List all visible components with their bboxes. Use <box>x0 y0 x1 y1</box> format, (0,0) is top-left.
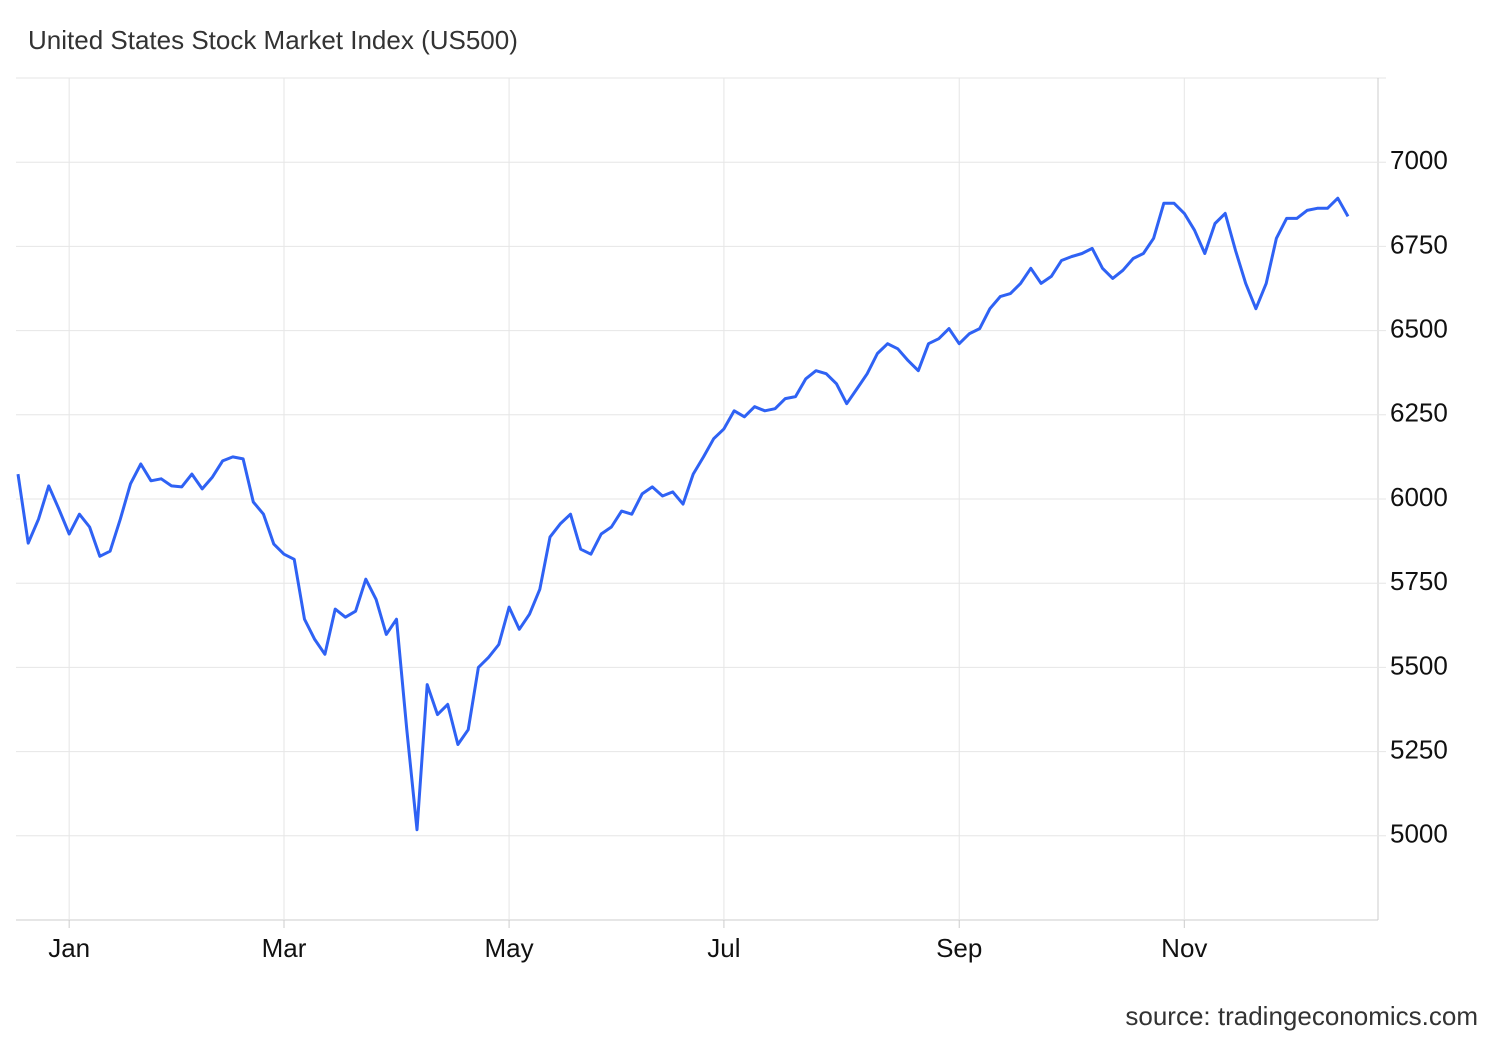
y-tick-label: 5250 <box>1390 734 1448 764</box>
y-tick-label: 7000 <box>1390 145 1448 175</box>
x-tick-label: May <box>485 933 534 963</box>
x-tick-label: Nov <box>1161 933 1207 963</box>
y-tick-label: 6750 <box>1390 229 1448 259</box>
y-tick-label: 5500 <box>1390 650 1448 680</box>
y-tick-label: 6250 <box>1390 398 1448 428</box>
x-tick-label: Sep <box>936 933 982 963</box>
x-tick-label: Jul <box>707 933 740 963</box>
y-tick-label: 5750 <box>1390 566 1448 596</box>
y-tick-label: 5000 <box>1390 819 1448 849</box>
x-tick-label: Mar <box>262 933 307 963</box>
price-line <box>16 196 1350 832</box>
y-tick-label: 6000 <box>1390 482 1448 512</box>
chart-title: United States Stock Market Index (US500) <box>28 25 518 55</box>
source-note: source: tradingeconomics.com <box>1125 1001 1478 1031</box>
y-tick-label: 6500 <box>1390 313 1448 343</box>
x-tick-label: Jan <box>48 933 90 963</box>
